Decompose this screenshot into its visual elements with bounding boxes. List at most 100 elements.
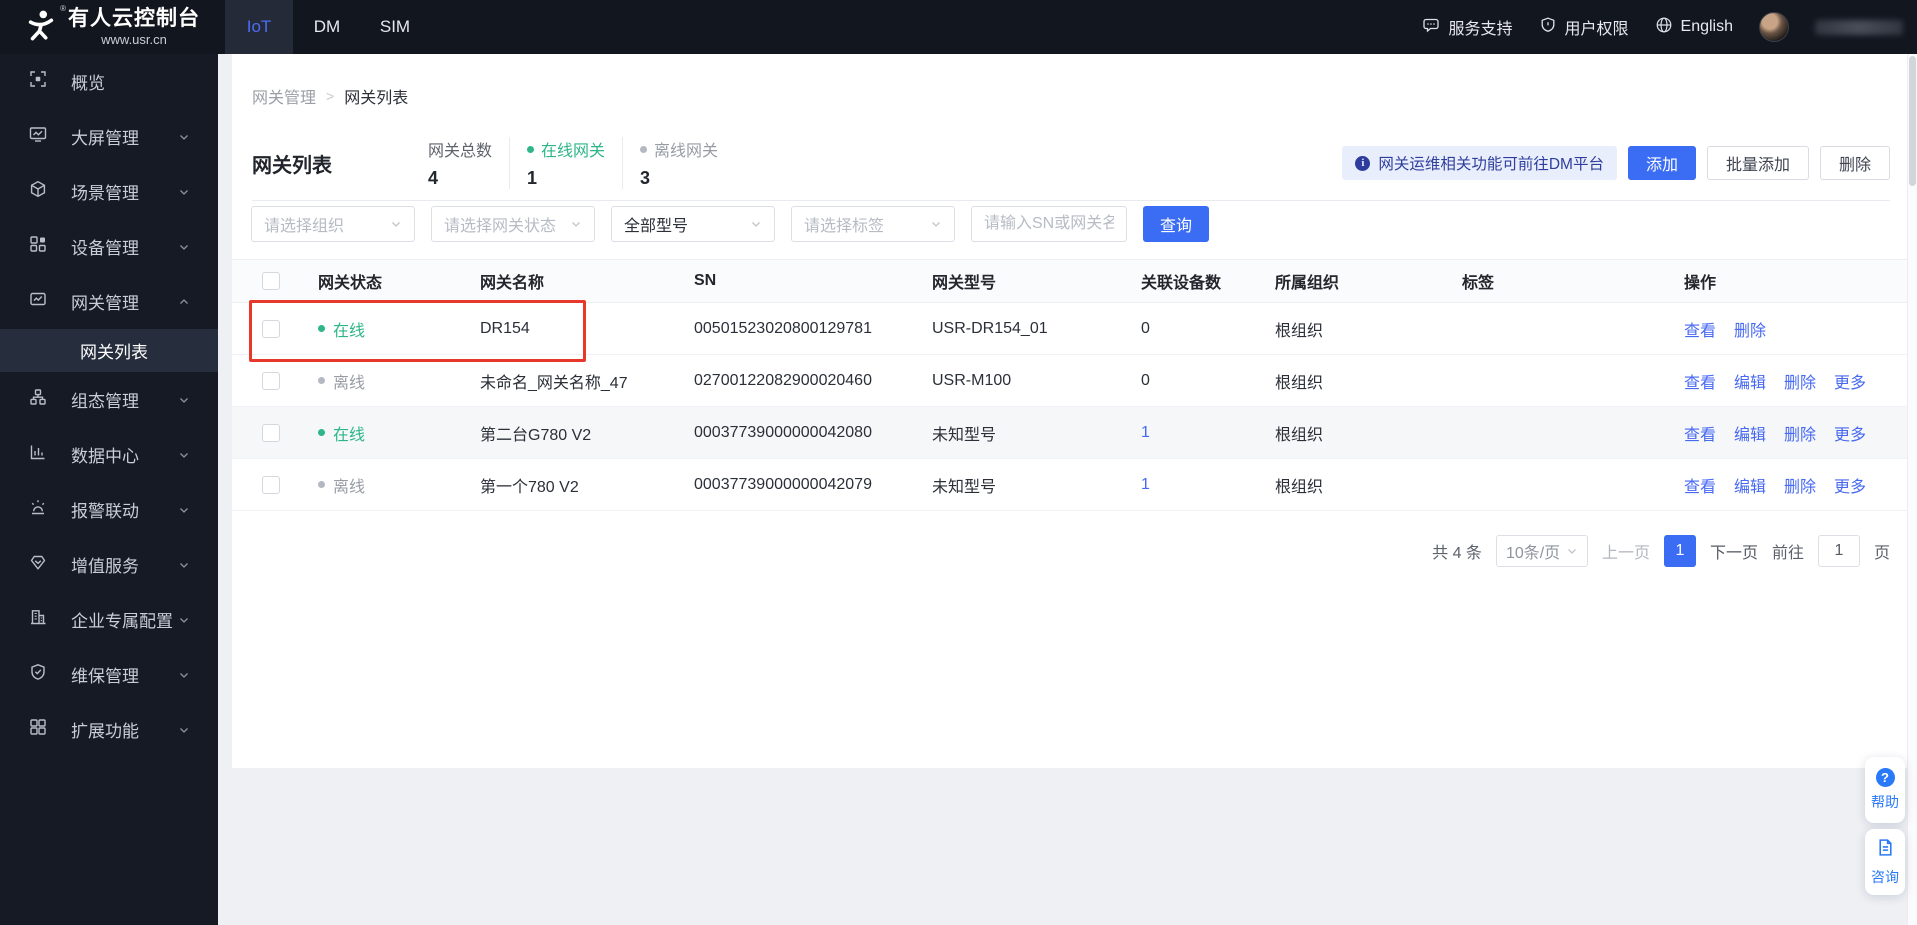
- consult-label: 咨询: [1871, 868, 1899, 885]
- sn-search-input[interactable]: [971, 206, 1127, 242]
- tab-iot[interactable]: IoT: [225, 0, 293, 54]
- col-header-actions: 操作: [1684, 275, 1717, 292]
- brand-logo[interactable]: ® 有人云控制台 www.usr.cn: [0, 0, 218, 54]
- sidebar-item-gateway-mgmt[interactable]: 网关管理: [0, 274, 218, 329]
- view-link[interactable]: 查看: [1684, 322, 1717, 340]
- col-header-name: 网关名称: [480, 275, 545, 292]
- sidebar-item-label: 大屏管理: [71, 129, 139, 148]
- gateway-org: 根组织: [1275, 426, 1324, 444]
- row-checkbox[interactable]: [262, 423, 280, 442]
- row-checkbox[interactable]: [262, 475, 280, 494]
- edit-link[interactable]: 编辑: [1734, 426, 1767, 444]
- prev-page-button[interactable]: 上一页: [1601, 545, 1650, 562]
- data-center-icon: [29, 443, 47, 466]
- more-link[interactable]: 更多: [1834, 478, 1867, 496]
- stat-total-value: 4: [428, 168, 439, 188]
- page-jump-input[interactable]: [1817, 535, 1860, 567]
- app-subtitle: www.usr.cn: [101, 31, 167, 47]
- col-header-sn: SN: [694, 272, 717, 289]
- org-select[interactable]: 请选择组织: [251, 206, 415, 242]
- stat-total-label: 网关总数: [428, 143, 493, 160]
- delete-link[interactable]: 删除: [1784, 426, 1817, 444]
- sidebar-item-label: 场景管理: [71, 184, 139, 203]
- delete-link[interactable]: 删除: [1784, 478, 1817, 496]
- service-support-button[interactable]: 服务支持: [1422, 15, 1513, 39]
- help-float-button[interactable]: ? 帮助: [1865, 757, 1905, 823]
- edit-link[interactable]: 编辑: [1734, 374, 1767, 392]
- product-tabs: IoT DM SIM: [225, 0, 429, 54]
- scrollbar-thumb[interactable]: [1909, 56, 1916, 186]
- help-label: 帮助: [1871, 794, 1899, 810]
- language-label: English: [1680, 18, 1733, 35]
- device-count-link[interactable]: 1: [1141, 475, 1150, 493]
- sidebar-item-screen-mgmt[interactable]: 大屏管理: [0, 109, 218, 164]
- more-link[interactable]: 更多: [1834, 374, 1867, 392]
- view-link[interactable]: 查看: [1684, 478, 1717, 496]
- batch-add-button[interactable]: 批量添加: [1706, 146, 1809, 180]
- col-header-model: 网关型号: [932, 275, 997, 292]
- maintenance-shield-icon: [29, 663, 47, 686]
- content-card: 网关管理 > 网关列表 网关列表 网关总数 4 在线网关 1: [232, 54, 1908, 768]
- breadcrumb: 网关管理 > 网关列表: [252, 84, 408, 108]
- header-actions: i 网关运维相关功能可前往DM平台 添加 批量添加 删除: [1342, 146, 1890, 180]
- view-link[interactable]: 查看: [1684, 374, 1717, 392]
- breadcrumb-parent[interactable]: 网关管理: [252, 90, 317, 107]
- chevron-down-icon: [178, 724, 190, 736]
- edit-link[interactable]: 编辑: [1734, 478, 1767, 496]
- add-button[interactable]: 添加: [1627, 146, 1696, 180]
- delete-link[interactable]: 删除: [1784, 374, 1817, 392]
- gateway-org: 根组织: [1275, 478, 1324, 496]
- gateway-status-select[interactable]: 请选择网关状态: [431, 206, 595, 242]
- sidebar-item-value-added-services[interactable]: 增值服务: [0, 537, 218, 592]
- page-size-select[interactable]: 10条/页: [1495, 535, 1588, 567]
- sidebar-item-device-mgmt[interactable]: 设备管理: [0, 219, 218, 274]
- screen-icon: [29, 125, 47, 148]
- stat-online-label: 在线网关: [541, 143, 606, 160]
- gateway-model: 未知型号: [932, 426, 997, 444]
- sidebar-item-scene-mgmt[interactable]: 场景管理: [0, 164, 218, 219]
- section-divider: [252, 200, 1890, 201]
- tab-sim[interactable]: SIM: [379, 17, 411, 36]
- sidebar-item-overview[interactable]: 概览: [0, 54, 218, 109]
- device-count: 0: [1141, 319, 1150, 337]
- select-all-checkbox[interactable]: [262, 272, 280, 290]
- tab-dm[interactable]: DM: [313, 17, 341, 36]
- online-dot-icon: [318, 325, 325, 332]
- device-count-link[interactable]: 1: [1141, 423, 1150, 441]
- consult-float-button[interactable]: 咨询: [1865, 829, 1905, 895]
- user-permissions-button[interactable]: 用户权限: [1539, 15, 1629, 39]
- user-avatar[interactable]: [1759, 12, 1789, 42]
- view-link[interactable]: 查看: [1684, 426, 1717, 444]
- online-dot-icon: [527, 145, 535, 153]
- model-select-value: 全部型号: [624, 218, 689, 235]
- gateway-name: 未命名_网关名称_47: [480, 374, 628, 392]
- sidebar-item-enterprise-config[interactable]: 企业专属配置: [0, 592, 218, 647]
- delete-link[interactable]: 删除: [1734, 322, 1767, 340]
- current-page-button[interactable]: 1: [1663, 535, 1696, 567]
- username-redacted[interactable]: [1815, 19, 1903, 35]
- sidebar-subitem-gateway-list[interactable]: 网关列表: [0, 329, 218, 372]
- row-checkbox[interactable]: [262, 371, 280, 390]
- chevron-down-icon: [178, 504, 190, 516]
- gateway-org: 根组织: [1275, 322, 1324, 340]
- chevron-down-icon: [178, 449, 190, 461]
- sidebar-item-configuration-mgmt[interactable]: 组态管理: [0, 372, 218, 427]
- sidebar-item-alarm-linkage[interactable]: 报警联动: [0, 482, 218, 537]
- row-checkbox[interactable]: [262, 319, 280, 338]
- chevron-down-icon: [178, 241, 190, 253]
- search-button[interactable]: 查询: [1143, 206, 1209, 242]
- stat-online: 在线网关 1: [527, 137, 605, 189]
- sidebar-item-extensions[interactable]: 扩展功能: [0, 702, 218, 757]
- gateway-status: 离线: [333, 478, 366, 496]
- sidebar-item-data-center[interactable]: 数据中心: [0, 427, 218, 482]
- delete-button[interactable]: 删除: [1819, 146, 1890, 180]
- language-switch-button[interactable]: English: [1655, 16, 1733, 39]
- chevron-down-icon: [392, 222, 400, 227]
- next-page-button[interactable]: 下一页: [1709, 545, 1758, 562]
- more-link[interactable]: 更多: [1834, 426, 1867, 444]
- model-select[interactable]: 全部型号: [611, 206, 775, 242]
- sidebar-item-maintenance-mgmt[interactable]: 维保管理: [0, 647, 218, 702]
- main-area: 网关管理 > 网关列表 网关列表 网关总数 4 在线网关 1: [218, 54, 1917, 925]
- col-header-devices: 关联设备数: [1141, 275, 1222, 292]
- tag-select[interactable]: 请选择标签: [791, 206, 955, 242]
